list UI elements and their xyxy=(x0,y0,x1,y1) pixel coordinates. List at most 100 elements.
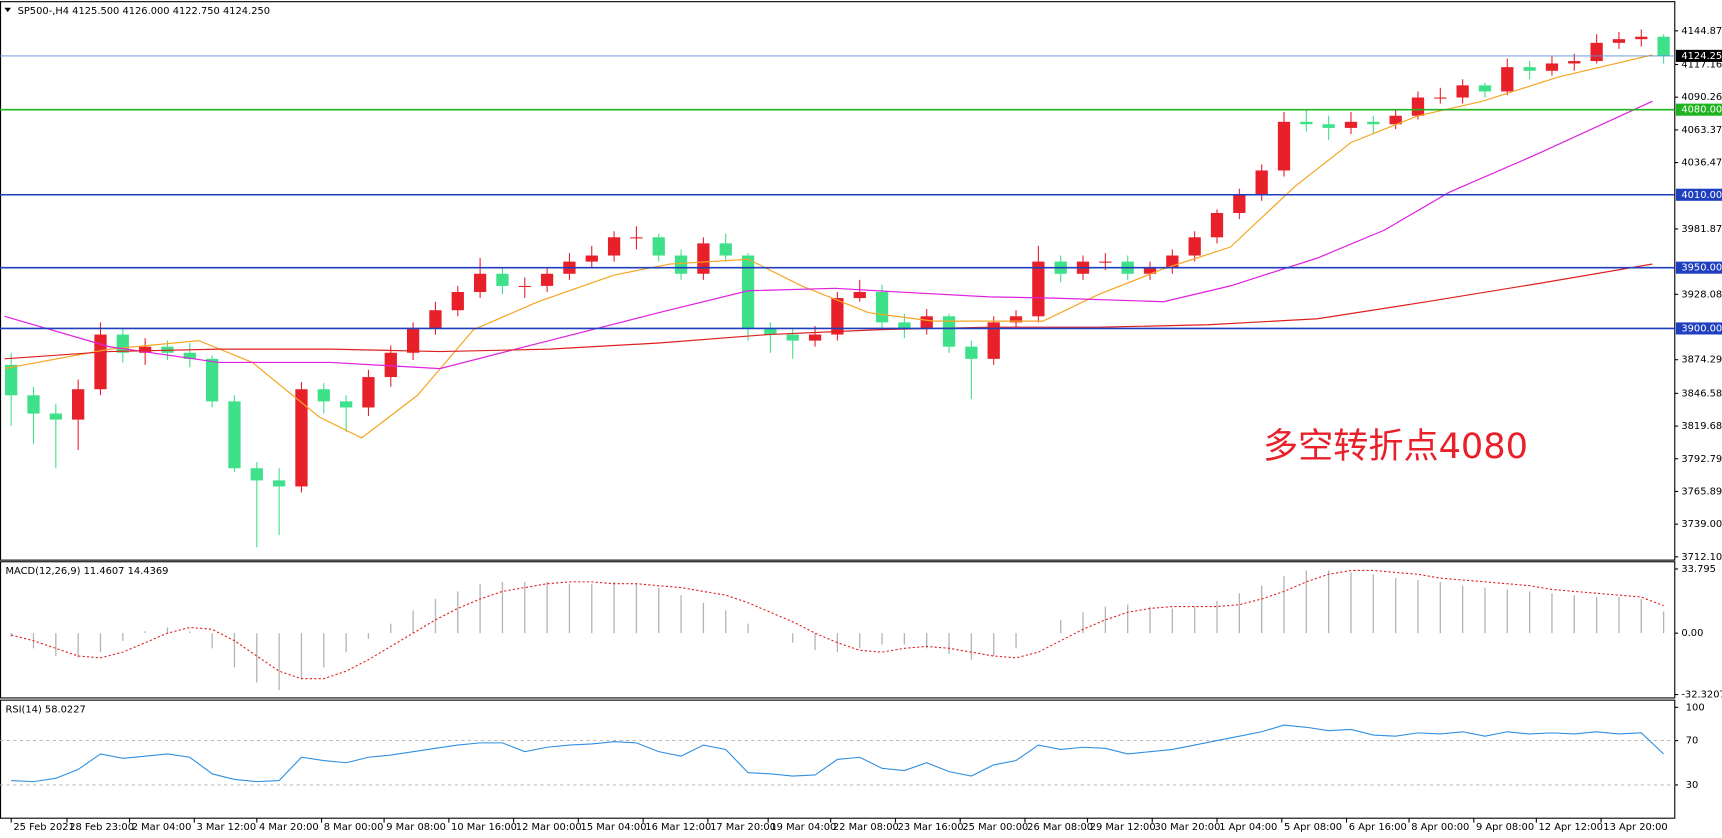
candle-body xyxy=(496,273,509,286)
candle-body xyxy=(451,291,464,311)
y-tick-label: 3846.580 xyxy=(1681,388,1722,399)
x-tick-label: 19 Mar 04:00 xyxy=(770,822,836,833)
moving-average xyxy=(4,100,1653,370)
rsi-line xyxy=(11,724,1664,783)
candle-body xyxy=(473,273,487,292)
x-tick-label: 8 Apr 00:00 xyxy=(1411,822,1469,833)
candle-body xyxy=(898,322,911,329)
candle-body xyxy=(1099,261,1112,263)
candle-body xyxy=(1188,237,1201,256)
y-tick-label: 4117.160 xyxy=(1681,60,1722,71)
x-tick-label: 17 Mar 20:00 xyxy=(710,822,776,833)
candle-body xyxy=(697,243,710,274)
candle-body xyxy=(205,358,219,402)
main-panel-frame xyxy=(0,1,1676,561)
x-tick-label: 2 Mar 04:00 xyxy=(132,822,192,833)
y-tick-label: 4144.870 xyxy=(1681,26,1722,37)
candle-body xyxy=(339,401,353,408)
macd-title: MACD(12,26,9) 11.4607 14.4369 xyxy=(5,566,168,577)
candle-body xyxy=(1389,115,1402,125)
moving-average xyxy=(4,54,1653,439)
candle-body xyxy=(250,468,263,481)
level-label-box xyxy=(1675,261,1722,274)
candle-body xyxy=(1344,121,1358,128)
candle-body xyxy=(272,480,286,487)
candle-body xyxy=(116,334,129,353)
candle-body xyxy=(987,322,1000,359)
y-tick-label: 3712.105 xyxy=(1681,552,1722,563)
macd-panel-frame xyxy=(0,561,1676,699)
candle-body xyxy=(1612,39,1626,43)
y-tick-label: 3765.895 xyxy=(1681,486,1722,497)
x-tick-label: 29 Mar 12:00 xyxy=(1090,822,1156,833)
moving-average xyxy=(4,263,1653,360)
y-tick-label: 3792.79 xyxy=(1681,454,1722,465)
candle-body xyxy=(1210,212,1224,238)
candle-body xyxy=(1545,63,1559,71)
x-tick-label: 6 Apr 16:00 xyxy=(1349,822,1407,833)
candle-body xyxy=(920,316,933,329)
candle-body xyxy=(1233,194,1246,213)
candle-body xyxy=(831,298,844,335)
candle-body xyxy=(1635,36,1648,40)
candle-body xyxy=(786,334,799,341)
candle-body xyxy=(1568,61,1581,64)
candle-body xyxy=(875,291,889,323)
x-tick-label: 22 Mar 08:00 xyxy=(833,822,899,833)
candle-body xyxy=(585,255,598,262)
candle-body xyxy=(1434,97,1447,99)
x-tick-label: 3 Mar 12:00 xyxy=(196,822,256,833)
candle-body xyxy=(1456,85,1469,98)
candle-body xyxy=(1590,42,1603,62)
x-tick-label: 1 Apr 04:00 xyxy=(1219,822,1277,833)
candle-body xyxy=(1501,67,1514,92)
candle-body xyxy=(942,316,956,347)
candle-body xyxy=(228,401,241,469)
x-tick-label: 25 Mar 00:00 xyxy=(962,822,1028,833)
x-tick-label: 8 Mar 00:00 xyxy=(324,822,384,833)
y-tick-label: 4090.265 xyxy=(1681,92,1722,103)
candle-body xyxy=(1478,85,1492,92)
candle-body xyxy=(362,377,375,408)
candle-body xyxy=(1523,67,1536,71)
candle-body xyxy=(1657,36,1670,56)
menu-triangle xyxy=(4,7,11,13)
candle-body xyxy=(965,346,978,359)
y-tick-label: 4036.475 xyxy=(1681,158,1722,169)
x-tick-label: 25 Feb 2021 xyxy=(13,822,74,833)
candle-body xyxy=(630,237,643,239)
candle-body xyxy=(183,352,196,359)
level-label-box xyxy=(1675,322,1722,335)
level-label: 3950.000 xyxy=(1681,263,1722,274)
y-tick-label: -32.3207 xyxy=(1681,690,1722,701)
y-tick-label: 3928.080 xyxy=(1681,289,1722,300)
candle-body xyxy=(94,334,107,390)
x-tick-label: 5 Apr 08:00 xyxy=(1284,822,1342,833)
rsi-title: RSI(14) 58.0227 xyxy=(5,704,85,715)
candle-body xyxy=(1032,261,1045,317)
y-tick-label: 0.00 xyxy=(1681,628,1703,639)
candle-body xyxy=(139,346,152,353)
level-label: 4124.250 xyxy=(1681,51,1722,62)
x-tick-label: 23 Mar 16:00 xyxy=(898,822,964,833)
y-tick-label: 30 xyxy=(1686,780,1699,791)
candle-body xyxy=(5,364,18,396)
y-tick-label: 100 xyxy=(1686,702,1705,713)
candle-body xyxy=(1322,124,1335,128)
candle-body xyxy=(674,255,688,274)
candle-body xyxy=(1411,97,1425,116)
candle-body xyxy=(764,328,777,335)
x-tick-label: 12 Mar 00:00 xyxy=(516,822,582,833)
y-tick-label: 3981.87 xyxy=(1681,224,1722,235)
candle-body xyxy=(1367,121,1380,125)
x-tick-label: 28 Feb 23:00 xyxy=(69,822,134,833)
candle-body xyxy=(518,285,531,288)
candle-body xyxy=(808,334,822,341)
x-tick-label: 26 Mar 08:00 xyxy=(1027,822,1093,833)
level-label: 4010.000 xyxy=(1681,190,1722,201)
macd-signal xyxy=(11,569,1664,680)
y-tick-label: 70 xyxy=(1686,736,1699,747)
x-tick-label: 9 Apr 08:00 xyxy=(1476,822,1534,833)
annotation: 多空转折点4080 xyxy=(1263,426,1528,467)
